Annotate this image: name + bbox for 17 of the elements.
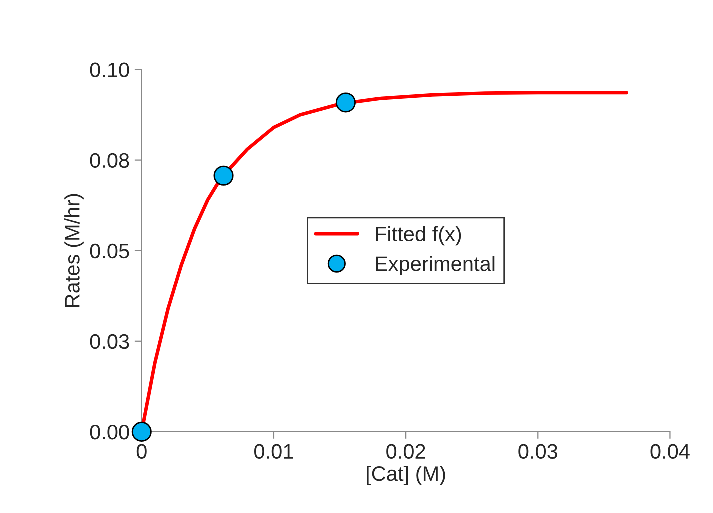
- point: [214, 166, 234, 186]
- y-tick-label: 0.10: [90, 62, 130, 78]
- y-tick-label: 0.05: [90, 244, 130, 259]
- point: [132, 422, 152, 442]
- x-axis-title: [Cat] (M): [367, 466, 446, 486]
- x-tick-label: 0.02: [386, 444, 426, 460]
- y-tick-label: 0.03: [90, 334, 130, 350]
- x-tick-label: 0: [136, 444, 147, 460]
- y-axis-title: Rates (M/hr): [64, 194, 84, 308]
- point: [336, 92, 356, 113]
- x-tick-label: 0.04: [650, 444, 690, 460]
- x-tick-label: 0.01: [254, 444, 294, 460]
- x-tick-label: 0.03: [518, 444, 558, 460]
- legend-label: Experimental: [376, 256, 495, 276]
- y-tick-label: 0.00: [90, 424, 130, 440]
- y-tick-label: 0.08: [90, 153, 130, 168]
- legend-label: Fitted f(x): [376, 226, 462, 246]
